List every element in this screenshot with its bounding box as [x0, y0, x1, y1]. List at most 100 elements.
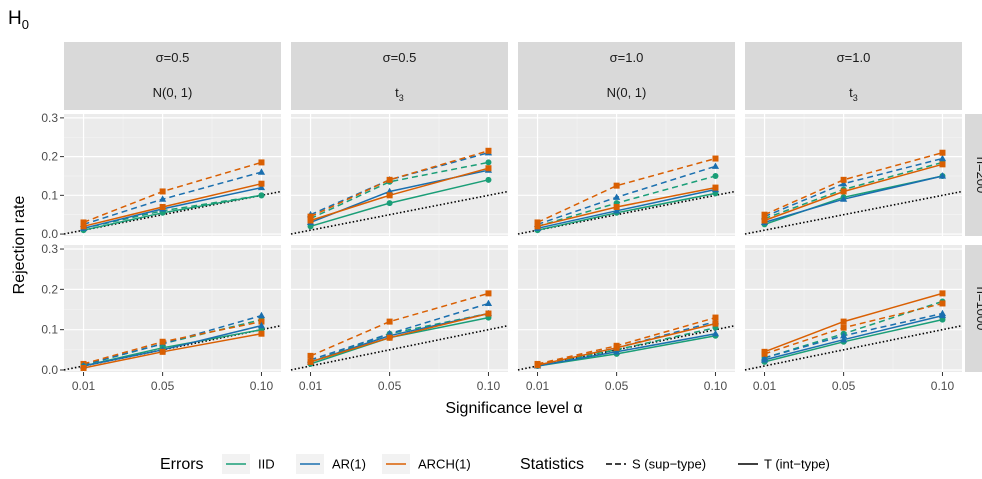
distribution-subscript: 3: [399, 93, 404, 103]
data-point: [712, 184, 719, 191]
column-strip-distribution-label: N(0, 1): [607, 85, 647, 100]
row-strip: [965, 114, 982, 236]
data-point: [840, 331, 848, 339]
data-point: [159, 203, 166, 210]
x-axis-title: Significance level α: [445, 400, 582, 417]
data-point: [258, 159, 265, 166]
data-point: [613, 182, 620, 189]
data-point: [485, 290, 492, 297]
x-tick-label: 0.10: [931, 379, 955, 393]
row-strip-label: n=200: [974, 157, 982, 194]
panel-background: [745, 114, 962, 236]
axes: 0.00.10.20.30.00.10.20.30.01 0.05 0.10 0.01…: [41, 111, 954, 393]
column-strip: [518, 42, 735, 110]
series-line: [310, 292, 489, 357]
y-tick-label: 0.3: [41, 242, 58, 256]
data-point: [485, 310, 492, 317]
data-point: [711, 162, 720, 169]
data-point: [257, 321, 266, 329]
data-point: [760, 356, 769, 363]
y-tick-label: 0.1: [41, 323, 58, 337]
column-strip: [291, 42, 508, 110]
x-tick-label: 0.05: [378, 379, 402, 393]
row-strip-label: n=1000: [974, 287, 982, 331]
data-point: [840, 195, 848, 202]
distribution-name: t: [395, 85, 399, 100]
data-point: [712, 172, 719, 179]
legend-title-errors: Errors: [160, 456, 204, 473]
legend-label: T (int−type): [764, 457, 830, 472]
data-point: [484, 299, 493, 307]
data-point: [159, 348, 166, 355]
chart-title-subscript: 0: [22, 17, 29, 32]
data-point: [840, 324, 847, 331]
x-tick-label: 0.01: [753, 379, 777, 393]
column-strip: [64, 42, 281, 110]
column-strip-distribution-label: N(0, 1): [153, 85, 193, 100]
data-point: [613, 193, 621, 200]
data-point: [257, 311, 266, 319]
x-tick-label: 0.10: [250, 379, 274, 393]
legend-title-statistics: Statistics: [520, 456, 584, 473]
x-tick-label: 0.01: [526, 379, 550, 393]
x-tick-label: 0.05: [151, 379, 175, 393]
data-point: [386, 176, 393, 183]
data-point: [258, 180, 265, 187]
data-point: [257, 183, 266, 191]
series-line: [537, 157, 716, 224]
data-point: [840, 188, 847, 195]
data-point: [258, 318, 265, 325]
y-tick-label: 0.1: [41, 188, 58, 202]
x-tick-label: 0.10: [477, 379, 501, 393]
data-point: [761, 217, 768, 224]
panel-background: [518, 114, 735, 236]
x-tick-label: 0.10: [704, 379, 728, 393]
facet-panel: [517, 245, 736, 372]
y-axis-title: Rejection rate: [11, 196, 28, 295]
data-point: [534, 223, 541, 230]
y-tick-label: 0.0: [41, 227, 58, 241]
data-point: [80, 223, 87, 230]
series-line: [310, 161, 489, 220]
data-point: [840, 176, 847, 183]
data-point: [307, 217, 314, 224]
distribution-name: t: [849, 85, 853, 100]
data-point: [613, 348, 621, 355]
data-point: [939, 290, 946, 297]
data-point: [534, 219, 541, 226]
facet-panel: [290, 114, 509, 236]
data-point: [711, 329, 720, 337]
distribution-name: N(0, 1): [153, 85, 193, 100]
data-point: [307, 358, 314, 365]
data-point: [159, 188, 166, 195]
facet-panel: [290, 245, 509, 372]
data-point: [485, 147, 492, 154]
data-point: [386, 192, 393, 199]
panel-background: [64, 114, 281, 236]
panel-background: [64, 245, 281, 372]
column-strip-sigma-label: σ=0.5: [156, 50, 190, 65]
data-point: [485, 159, 492, 166]
legend-label: S (sup−type): [632, 457, 706, 472]
column-strip-distribution-label: t3: [395, 85, 404, 103]
series-line: [764, 151, 943, 216]
data-point: [712, 320, 719, 327]
data-point: [258, 192, 265, 199]
column-strip-sigma-label: σ=1.0: [610, 50, 644, 65]
data-point: [938, 311, 947, 319]
data-point: [386, 334, 393, 341]
data-point: [939, 149, 946, 156]
column-strip-sigma-label: σ=0.5: [383, 50, 417, 65]
x-tick-label: 0.05: [832, 379, 856, 393]
row-strip: [965, 245, 982, 372]
data-point: [534, 362, 541, 369]
legend-label: ARCH(1): [418, 457, 471, 472]
legend-label: AR(1): [332, 457, 366, 472]
data-point: [80, 364, 87, 371]
x-tick-label: 0.01: [72, 379, 96, 393]
x-tick-label: 0.05: [605, 379, 629, 393]
facet-panel: [63, 245, 282, 372]
data-point: [386, 318, 393, 325]
